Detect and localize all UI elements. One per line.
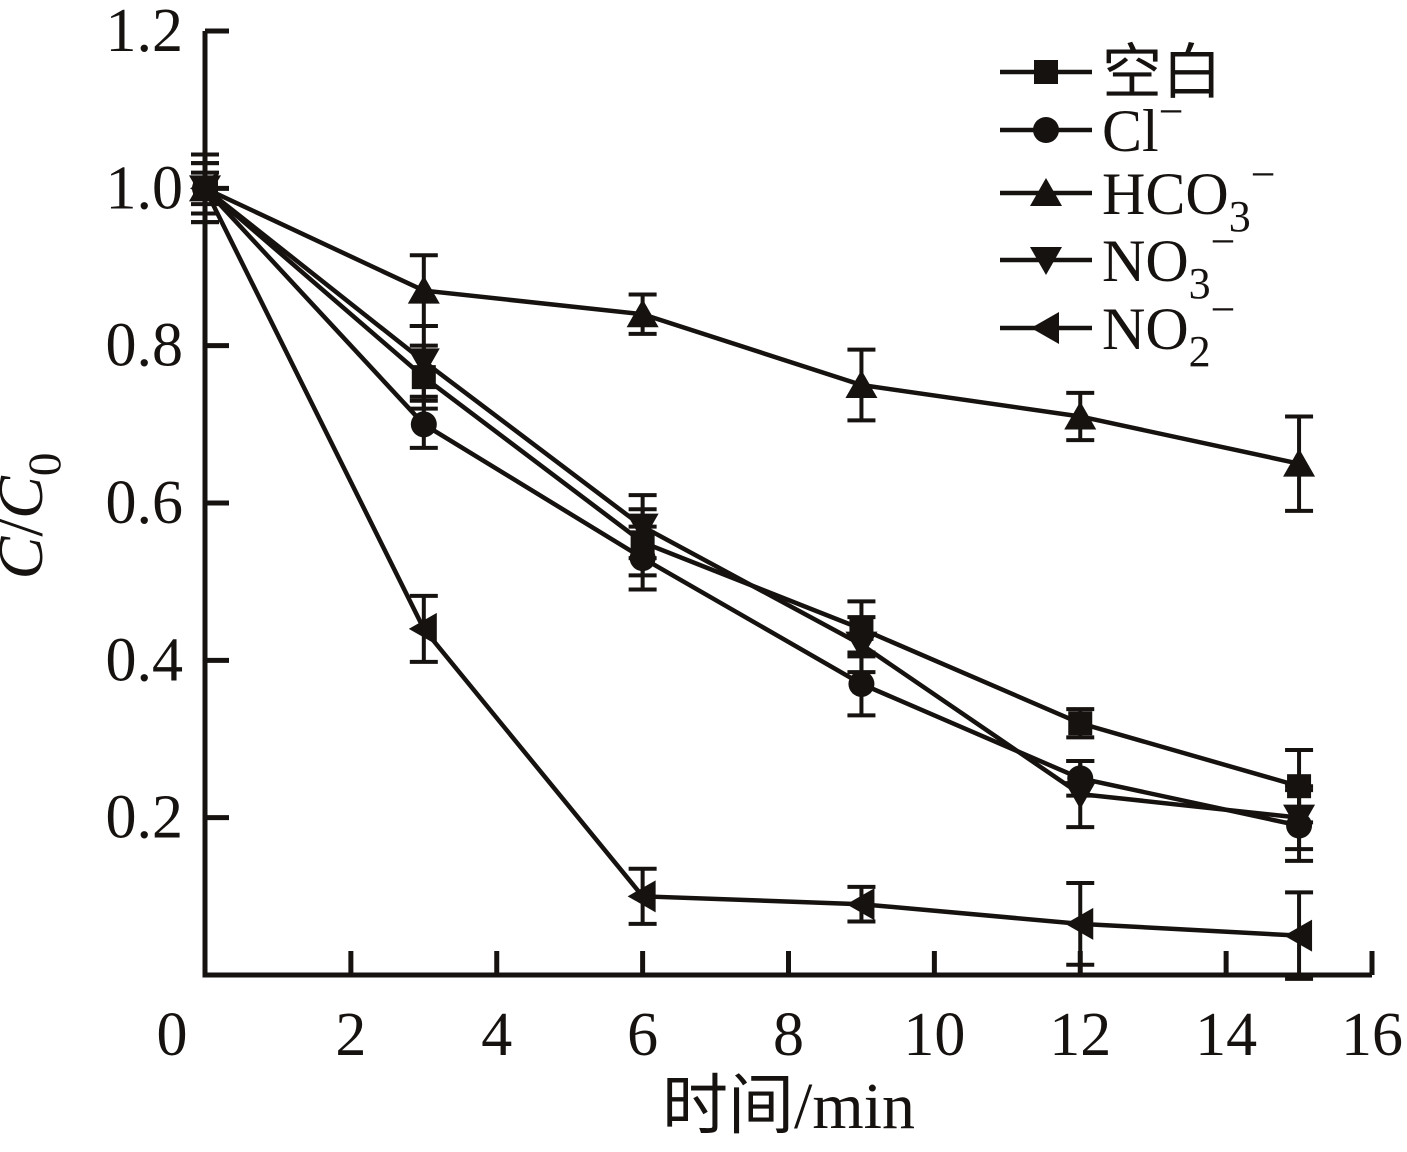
label-part: − bbox=[1211, 217, 1236, 266]
y-tick-label: 1.2 bbox=[106, 0, 184, 65]
label-part: NO bbox=[1102, 228, 1189, 294]
label-part: − bbox=[1159, 87, 1184, 136]
triangle-down-marker bbox=[626, 513, 659, 542]
triangle-up-marker bbox=[1030, 178, 1062, 206]
triangle-up-marker bbox=[1283, 448, 1316, 477]
legend-label-hco3: HCO3− bbox=[1102, 150, 1276, 241]
square-marker bbox=[1034, 60, 1058, 84]
y-axis: 1.2 1.0 0.8 0.6 0.4 0.2 bbox=[106, 0, 229, 852]
label-part: 3 bbox=[1229, 192, 1251, 241]
label-part: 0 bbox=[19, 453, 71, 477]
x-tick-label: 10 bbox=[903, 1001, 965, 1069]
legend-label-kongbai: 空白 bbox=[1102, 40, 1222, 106]
label-part: − bbox=[1211, 285, 1236, 334]
circle-marker bbox=[410, 411, 437, 438]
series-hco3-line bbox=[204, 186, 1300, 466]
legend-label-no3: NO3− bbox=[1102, 217, 1236, 308]
label-part: / bbox=[0, 519, 56, 537]
circle-marker bbox=[1033, 117, 1059, 143]
legend-entry-kongbai: 空白 bbox=[1000, 40, 1222, 106]
triangle-left-marker bbox=[1284, 919, 1313, 952]
triangle-down-marker bbox=[407, 348, 440, 377]
y-tick-label: 0.2 bbox=[106, 784, 184, 852]
triangle-left-marker bbox=[1031, 312, 1059, 344]
label-part: 2 bbox=[1189, 327, 1211, 376]
legend-entry-cl: Cl− bbox=[1000, 87, 1184, 164]
y-tick-label: 0.6 bbox=[106, 469, 184, 537]
legend-entry-no3: NO3− bbox=[1000, 217, 1236, 308]
label-part: C bbox=[0, 475, 56, 519]
label-part: − bbox=[1251, 150, 1276, 199]
series-no3-errorbars bbox=[191, 161, 1314, 852]
y-axis-title: C/C0 bbox=[0, 453, 71, 580]
x-tick-label: 14 bbox=[1195, 1001, 1257, 1069]
triangle-up-marker bbox=[407, 275, 440, 304]
legend-label-cl: Cl− bbox=[1102, 87, 1184, 164]
label-part: HCO bbox=[1102, 161, 1229, 227]
legend-entry-no2: NO2− bbox=[1000, 285, 1236, 376]
triangle-down-marker bbox=[1283, 804, 1316, 833]
x-tick-label: 2 bbox=[335, 1001, 366, 1069]
x-axis: 2 4 6 8 10 12 14 16 0 bbox=[157, 951, 1403, 1069]
label-part: NO bbox=[1102, 296, 1189, 362]
triangle-left-marker bbox=[627, 880, 656, 913]
series-no2-line bbox=[202, 187, 1300, 938]
x-tick-label: 4 bbox=[481, 1001, 512, 1069]
triangle-down-marker bbox=[845, 631, 878, 660]
triangle-left-marker bbox=[1065, 907, 1094, 940]
square-marker bbox=[1068, 711, 1093, 736]
x-tick-label: 6 bbox=[627, 1001, 658, 1069]
label-part: 3 bbox=[1189, 259, 1211, 308]
x-tick-label: 8 bbox=[773, 1001, 804, 1069]
series-no3 bbox=[189, 161, 1316, 852]
series-no2-markers bbox=[190, 172, 1313, 952]
legend-entry-hco3: HCO3− bbox=[1000, 150, 1276, 241]
x-tick-label: 12 bbox=[1049, 1001, 1111, 1069]
triangle-left-marker bbox=[190, 172, 218, 205]
triangle-left-marker bbox=[408, 612, 437, 645]
series-no2-errorbars bbox=[191, 170, 1314, 981]
x-axis-title: 时间/min bbox=[662, 1070, 915, 1143]
y-tick-label: 0.4 bbox=[106, 626, 184, 694]
triangle-down-marker bbox=[1064, 781, 1097, 810]
x-origin-label: 0 bbox=[157, 1001, 188, 1069]
triangle-up-marker bbox=[845, 370, 878, 398]
label-part: Cl bbox=[1102, 98, 1159, 164]
y-tick-label: 1.0 bbox=[106, 154, 184, 222]
series-no2 bbox=[190, 170, 1314, 981]
triangle-up-marker bbox=[626, 299, 659, 328]
triangle-down-marker bbox=[1030, 247, 1062, 275]
triangle-up-marker bbox=[1064, 401, 1097, 430]
label-part: 空白 bbox=[1102, 40, 1222, 106]
triangle-left-marker bbox=[846, 888, 875, 921]
circle-marker bbox=[848, 670, 875, 697]
label-part: C bbox=[0, 535, 56, 579]
legend-label-no2: NO2− bbox=[1102, 285, 1236, 376]
series-no3-line bbox=[203, 186, 1300, 820]
series-cl-line bbox=[203, 186, 1300, 828]
x-tick-label: 16 bbox=[1341, 1001, 1403, 1069]
y-tick-label: 0.8 bbox=[106, 312, 184, 380]
